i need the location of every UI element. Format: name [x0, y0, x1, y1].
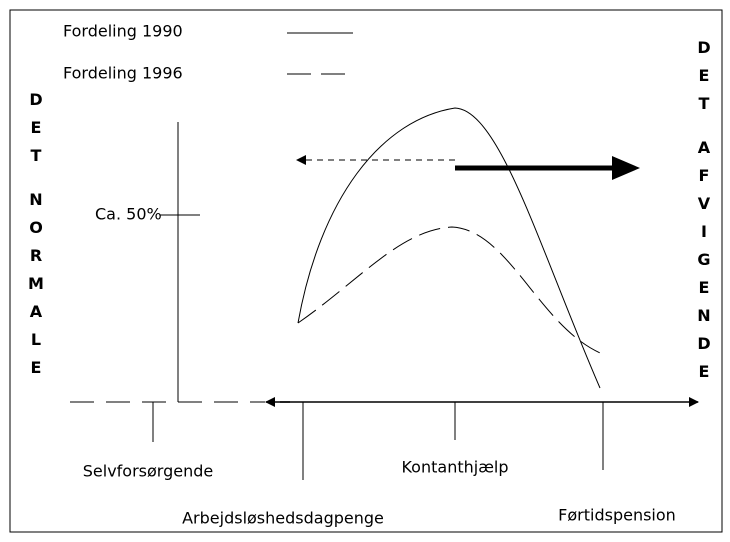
category-label: Selvforsørgende — [83, 462, 213, 481]
marker-label: Ca. 50% — [95, 205, 162, 224]
side-label: DET — [27, 90, 46, 174]
category-label: Arbejdsløshedsdagpenge — [182, 509, 384, 528]
side-label: DET — [695, 38, 714, 122]
curve-1996 — [297, 226, 606, 356]
legend-label: Fordeling 1996 — [63, 64, 183, 83]
arrow-right-head — [612, 156, 640, 180]
category-label: Førtidspension — [558, 506, 676, 525]
legend-label: Fordeling 1990 — [63, 22, 183, 41]
side-label: AFVIGENDE — [695, 138, 714, 390]
curve-1990 — [297, 107, 601, 389]
category-label: Kontanthjælp — [401, 458, 508, 477]
side-label: NORMALE — [27, 190, 46, 386]
frame — [9, 9, 723, 533]
